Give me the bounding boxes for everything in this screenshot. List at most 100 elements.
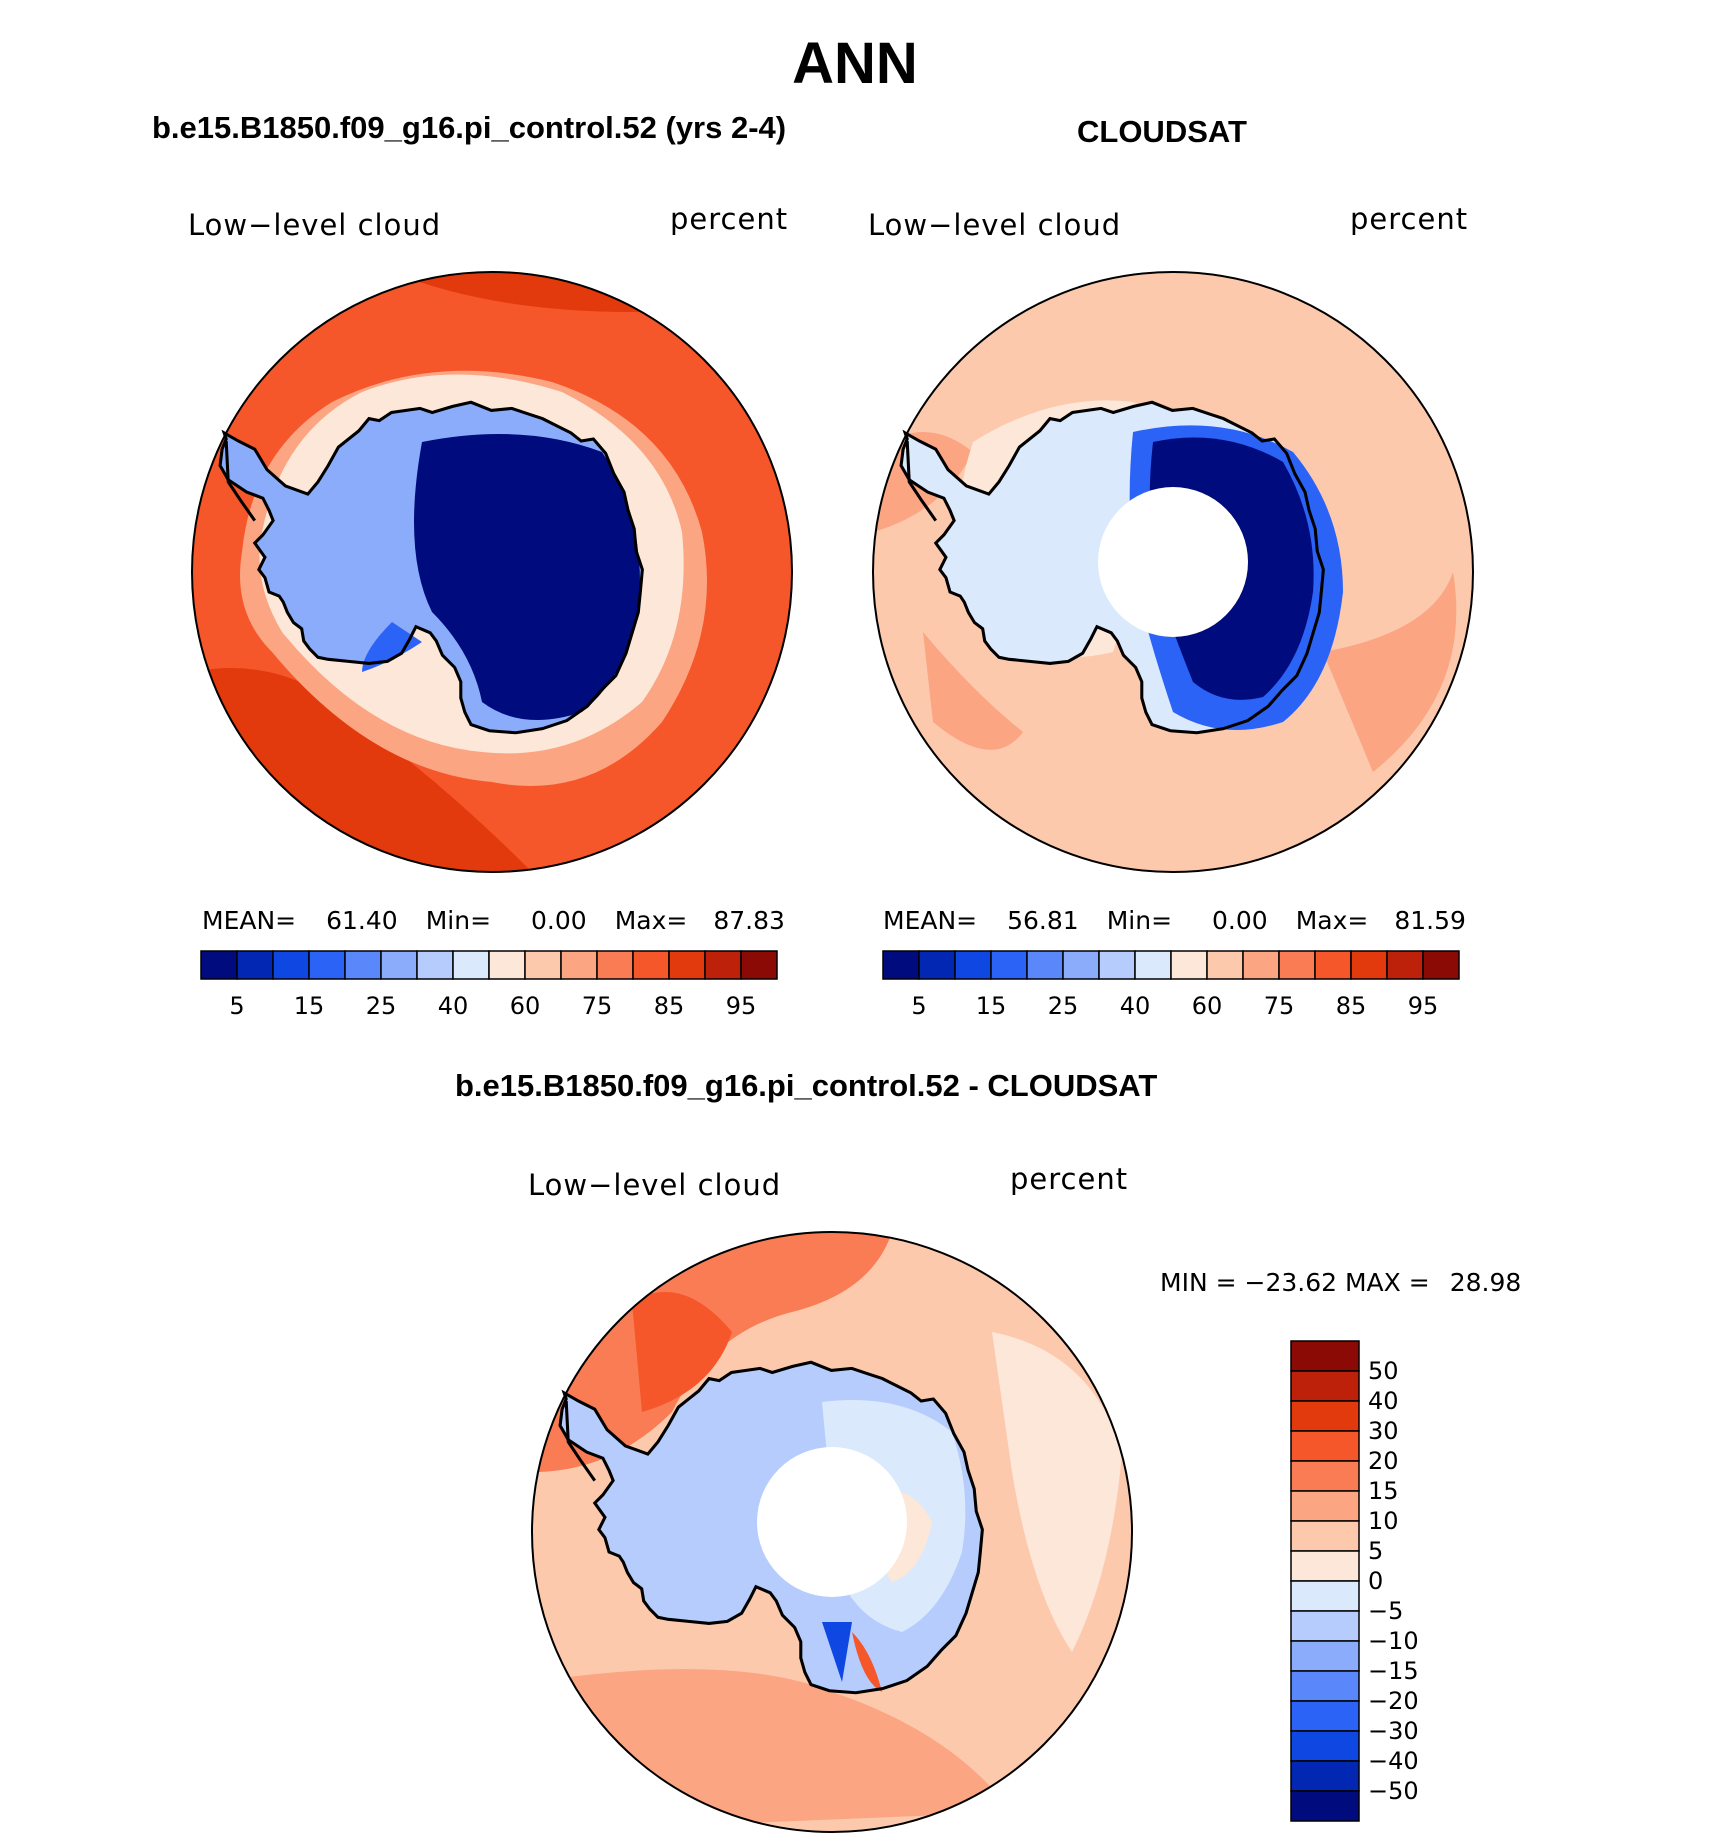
panel3-colorbar-swatch (1290, 1730, 1360, 1762)
panel1-colorbar-swatch (380, 950, 418, 980)
panel3-colorbar-swatch (1290, 1700, 1360, 1732)
panel3-colorbar-tick-label: −10 (1368, 1627, 1419, 1655)
panel2-colorbar-tick-label: 95 (1408, 992, 1439, 1020)
panel2-mean-label: MEAN= (883, 906, 978, 935)
panel2-colorbar-swatch (1278, 950, 1316, 980)
panel3-colorbar-tick-label: 0 (1368, 1567, 1383, 1595)
panel3-colorbar-swatch (1290, 1610, 1360, 1642)
panel3-colorbar-tick-label: −20 (1368, 1687, 1419, 1715)
panel1-colorbar-swatch (272, 950, 310, 980)
panel1-mean-value: 61.40 (326, 906, 398, 935)
panel2-colorbar-swatch (1206, 950, 1244, 980)
panel1-colorbar-tick-label: 40 (438, 992, 469, 1020)
panel3-colorbar-tick-label: −5 (1368, 1597, 1403, 1625)
panel3-colorbar-swatch (1290, 1760, 1360, 1792)
panel1-field-label: Low−level cloud (188, 208, 442, 242)
panel1-colorbar-tick-label: 85 (654, 992, 685, 1020)
panel1-colorbar-swatch (740, 950, 778, 980)
panel2-map (872, 271, 1474, 873)
panel1-min-label: Min= (425, 906, 492, 935)
panel2-units-label: percent (1350, 202, 1469, 236)
panel2-colorbar-swatch (1170, 950, 1208, 980)
panel1-title: b.e15.B1850.f09_g16.pi_control.52 (yrs 2… (152, 110, 787, 145)
panel3-colorbar-swatch (1290, 1550, 1360, 1582)
panel1-colorbar-swatch (416, 950, 454, 980)
panel2-min-value: 0.00 (1212, 906, 1268, 935)
panel2-colorbar-swatch (990, 950, 1028, 980)
panel3-colorbar-tick-label: −15 (1368, 1657, 1419, 1685)
panel3-colorbar-swatch (1290, 1790, 1360, 1822)
panel3-min-label: MIN = (1160, 1268, 1237, 1297)
panel3-colorbar-tick-label: 40 (1368, 1387, 1399, 1415)
panel2-colorbar-swatch (1098, 950, 1136, 980)
panel2-field-label: Low−level cloud (868, 208, 1122, 242)
panel3-colorbar-tick-label: 20 (1368, 1447, 1399, 1475)
panel2-colorbar-swatch (1134, 950, 1172, 980)
panel1-colorbar-swatch (344, 950, 382, 980)
panel3-colorbar-swatch (1290, 1490, 1360, 1522)
panel1-colorbar-tick-label: 75 (582, 992, 613, 1020)
panel3-colorbar-swatch (1290, 1670, 1360, 1702)
panel2-colorbar-swatch (1386, 950, 1424, 980)
panel2-colorbar-swatch (1422, 950, 1460, 980)
panel2-colorbar-tick-label: 40 (1120, 992, 1151, 1020)
panel1-colorbar-tick-label: 95 (726, 992, 757, 1020)
panel2-colorbar-tick-label: 85 (1336, 992, 1367, 1020)
panel2-colorbar-swatch (882, 950, 920, 980)
panel1-colorbar-tick-label: 60 (510, 992, 541, 1020)
panel2-colorbar-tick-label: 75 (1264, 992, 1295, 1020)
panel1-colorbar: 5 15 25 40 60 75 85 95 (200, 950, 778, 1020)
panel3-max-value: 28.98 (1449, 1268, 1522, 1297)
panel2-colorbar: 5 15 25 40 60 75 85 95 (882, 950, 1460, 1020)
panel1-min-value: 0.00 (531, 906, 587, 935)
panel3-colorbar-swatch (1290, 1400, 1360, 1432)
panel1-map (191, 271, 793, 873)
panel3-colorbar-tick-label: −40 (1368, 1747, 1419, 1775)
panel2-colorbar-swatch (1350, 950, 1388, 980)
panel3-field-label: Low−level cloud (528, 1168, 782, 1202)
panel1-colorbar-swatch (596, 950, 634, 980)
panel1-max-value: 87.83 (713, 906, 785, 935)
panel1-colorbar-swatch (560, 950, 598, 980)
panel3-colorbar-tick-label: 15 (1368, 1477, 1399, 1505)
panel2-min-label: Min= (1106, 906, 1173, 935)
panel1-colorbar-tick-label: 5 (229, 992, 244, 1020)
panel3-map (531, 1231, 1133, 1833)
panel3-colorbar-swatch (1290, 1520, 1360, 1552)
panel1-max-label: Max= (614, 906, 688, 935)
panel2-colorbar-tick-label: 25 (1048, 992, 1079, 1020)
panel2-colorbar-swatch (1062, 950, 1100, 980)
panel1-mean-label: MEAN= (202, 906, 297, 935)
panel3-colorbar-tick-label: −50 (1368, 1777, 1419, 1805)
panel1-colorbar-tick-label: 25 (366, 992, 397, 1020)
panel2-colorbar-tick-label: 5 (911, 992, 926, 1020)
panel2-colorbar-swatch (1314, 950, 1352, 980)
panel3-colorbar-tick-label: 10 (1368, 1507, 1399, 1535)
panel1-colorbar-swatch (632, 950, 670, 980)
panel3-min-value: −23.62 (1244, 1268, 1338, 1297)
panel2-colorbar-swatch (918, 950, 956, 980)
panel1-colorbar-swatch (236, 950, 274, 980)
panel1-colorbar-swatch (488, 950, 526, 980)
panel1-units-label: percent (670, 202, 789, 236)
panel1-colorbar-swatch (308, 950, 346, 980)
panel3-colorbar-swatch (1290, 1430, 1360, 1462)
panel3-colorbar-swatch (1290, 1640, 1360, 1672)
panel3-colorbar-tick-label: 50 (1368, 1357, 1399, 1385)
panel2-colorbar-swatch (1242, 950, 1280, 980)
panel3-colorbar-tick-label: −30 (1368, 1717, 1419, 1745)
panel3-colorbar-swatch (1290, 1580, 1360, 1612)
panel2-stats: MEAN= 56.81 Min= 0.00 Max= 81.59 (883, 906, 1466, 935)
panel2-max-value: 81.59 (1394, 906, 1466, 935)
panel3-units-label: percent (1010, 1162, 1129, 1196)
panel3-colorbar-tick-label: 5 (1368, 1537, 1383, 1565)
panel3-colorbar-swatch (1290, 1370, 1360, 1402)
figure-title: ANN (792, 31, 918, 96)
panel3-max-label: MAX = (1344, 1268, 1430, 1297)
panel2-max-label: Max= (1295, 906, 1369, 935)
panel3-title: b.e15.B1850.f09_g16.pi_control.52 - CLOU… (455, 1068, 1158, 1103)
panel1-stats: MEAN= 61.40 Min= 0.00 Max= 87.83 (202, 906, 785, 935)
panel3-stats: MIN = −23.62 MAX = 28.98 (1160, 1268, 1521, 1297)
panel2-colorbar-tick-label: 60 (1192, 992, 1223, 1020)
